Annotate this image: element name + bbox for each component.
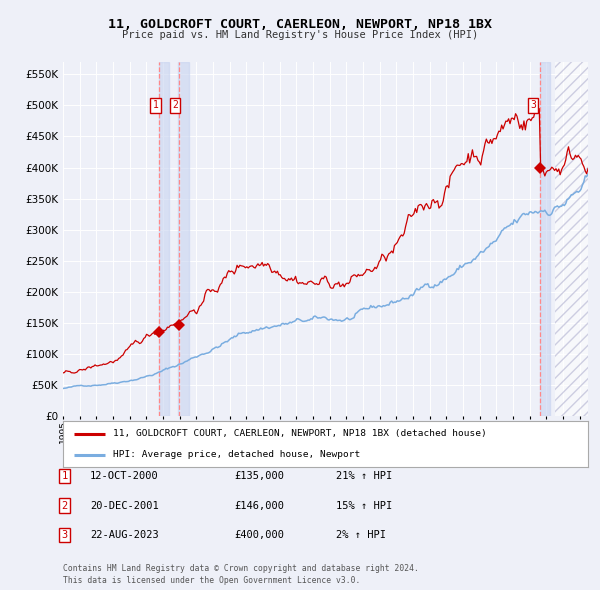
Text: 21% ↑ HPI: 21% ↑ HPI: [336, 471, 392, 481]
Text: 1: 1: [152, 100, 158, 110]
Text: 15% ↑ HPI: 15% ↑ HPI: [336, 501, 392, 510]
Text: 3: 3: [530, 100, 536, 110]
Bar: [158, 62, 169, 416]
Text: 1: 1: [62, 471, 68, 481]
Text: HPI: Average price, detached house, Newport: HPI: Average price, detached house, Newp…: [113, 450, 360, 460]
Bar: [178, 62, 189, 416]
Text: 11, GOLDCROFT COURT, CAERLEON, NEWPORT, NP18 1BX: 11, GOLDCROFT COURT, CAERLEON, NEWPORT, …: [108, 18, 492, 31]
Text: 2: 2: [62, 501, 68, 510]
Text: 11, GOLDCROFT COURT, CAERLEON, NEWPORT, NP18 1BX (detached house): 11, GOLDCROFT COURT, CAERLEON, NEWPORT, …: [113, 429, 487, 438]
Text: 22-AUG-2023: 22-AUG-2023: [90, 530, 159, 540]
Text: 2% ↑ HPI: 2% ↑ HPI: [336, 530, 386, 540]
Text: £400,000: £400,000: [234, 530, 284, 540]
Text: 20-DEC-2001: 20-DEC-2001: [90, 501, 159, 510]
Text: 3: 3: [62, 530, 68, 540]
Text: £135,000: £135,000: [234, 471, 284, 481]
Text: 2: 2: [172, 100, 178, 110]
Text: 12-OCT-2000: 12-OCT-2000: [90, 471, 159, 481]
Text: £146,000: £146,000: [234, 501, 284, 510]
Text: Contains HM Land Registry data © Crown copyright and database right 2024.
This d: Contains HM Land Registry data © Crown c…: [63, 565, 419, 585]
Bar: [539, 62, 550, 416]
Text: Price paid vs. HM Land Registry's House Price Index (HPI): Price paid vs. HM Land Registry's House …: [122, 30, 478, 40]
